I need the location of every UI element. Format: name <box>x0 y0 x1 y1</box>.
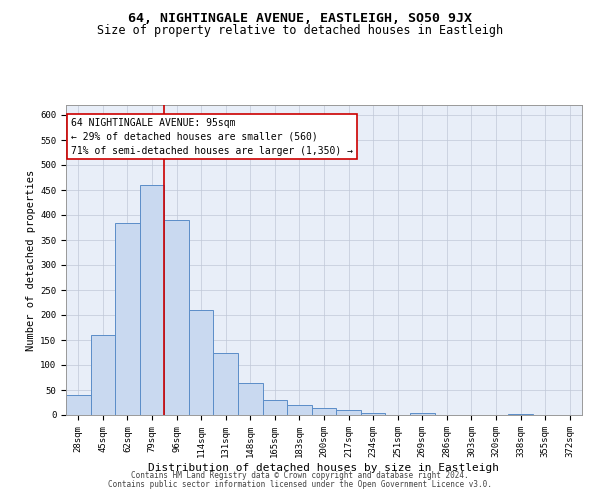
Bar <box>115 222 140 415</box>
Bar <box>91 335 115 415</box>
X-axis label: Distribution of detached houses by size in Eastleigh: Distribution of detached houses by size … <box>149 462 499 472</box>
Bar <box>508 414 533 415</box>
Text: Size of property relative to detached houses in Eastleigh: Size of property relative to detached ho… <box>97 24 503 37</box>
Bar <box>189 310 214 415</box>
Bar <box>410 412 434 415</box>
Bar <box>287 405 312 415</box>
Text: Contains HM Land Registry data © Crown copyright and database right 2024.: Contains HM Land Registry data © Crown c… <box>131 471 469 480</box>
Bar <box>66 395 91 415</box>
Bar <box>336 410 361 415</box>
Bar <box>238 382 263 415</box>
Bar <box>214 352 238 415</box>
Bar <box>263 400 287 415</box>
Bar <box>140 185 164 415</box>
Bar <box>164 220 189 415</box>
Bar <box>361 412 385 415</box>
Bar <box>312 408 336 415</box>
Y-axis label: Number of detached properties: Number of detached properties <box>26 170 36 350</box>
Text: Contains public sector information licensed under the Open Government Licence v3: Contains public sector information licen… <box>108 480 492 489</box>
Text: 64, NIGHTINGALE AVENUE, EASTLEIGH, SO50 9JX: 64, NIGHTINGALE AVENUE, EASTLEIGH, SO50 … <box>128 12 472 26</box>
Text: 64 NIGHTINGALE AVENUE: 95sqm
← 29% of detached houses are smaller (560)
71% of s: 64 NIGHTINGALE AVENUE: 95sqm ← 29% of de… <box>71 118 353 156</box>
